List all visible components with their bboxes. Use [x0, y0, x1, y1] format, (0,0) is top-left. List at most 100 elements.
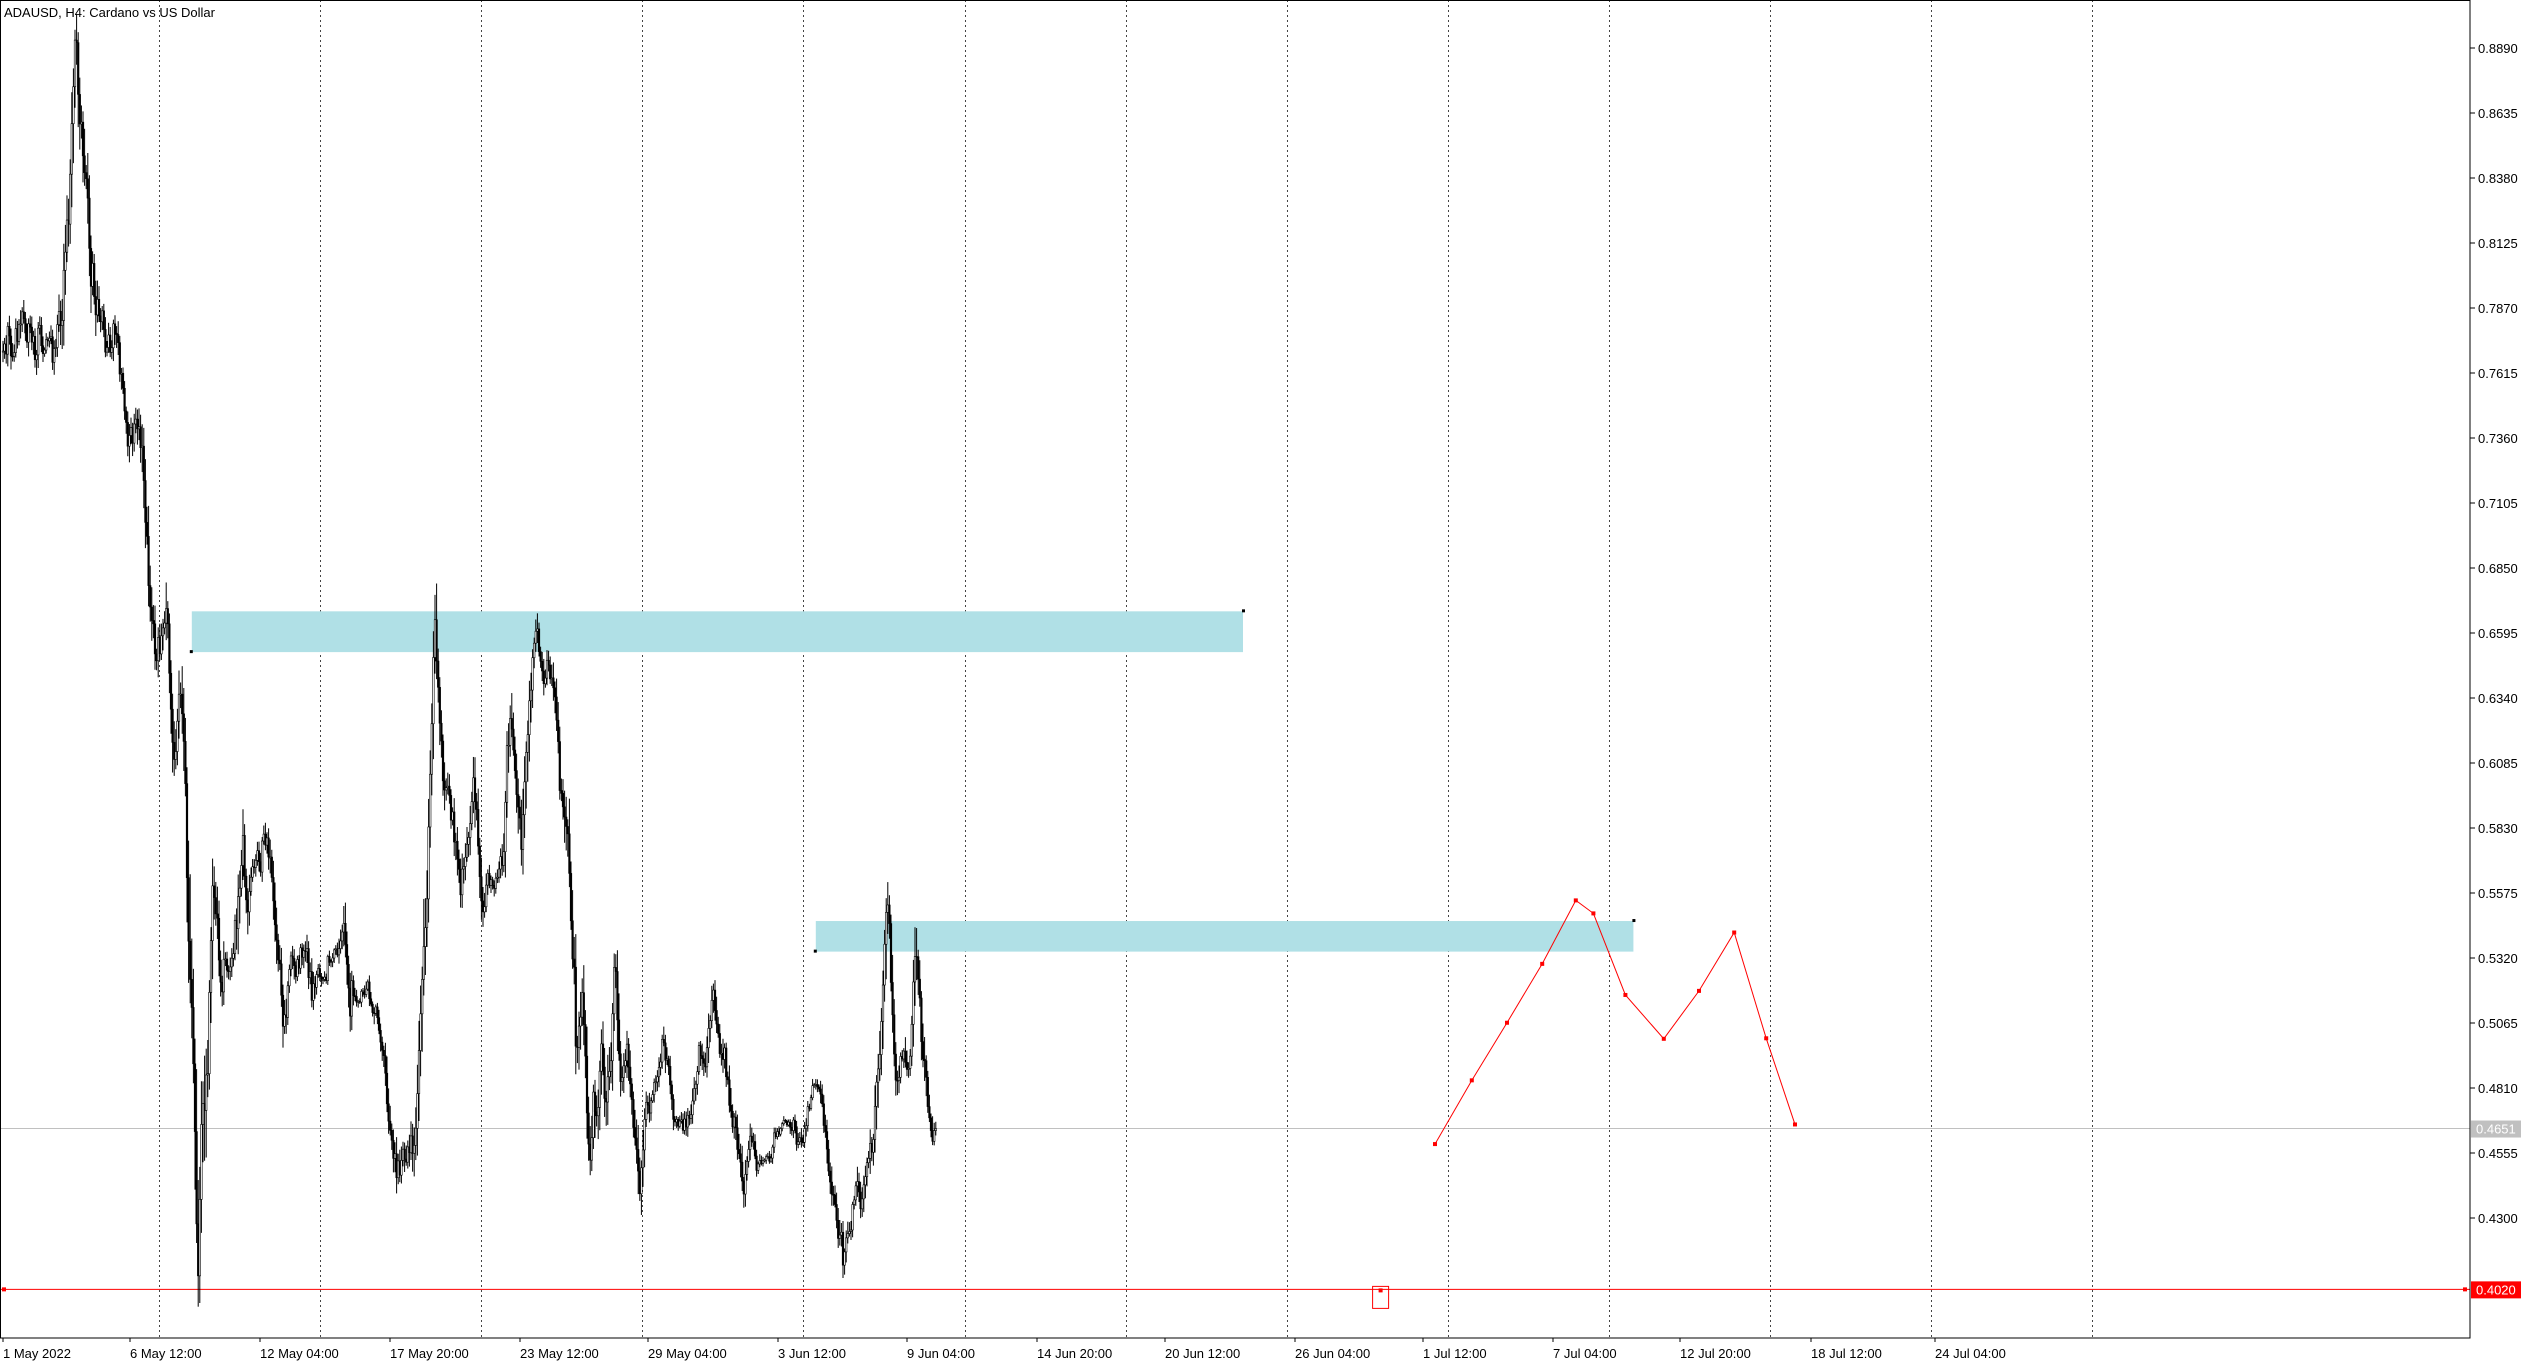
candle-bull — [211, 885, 214, 941]
candle-bear — [219, 959, 222, 983]
candle-bull — [238, 887, 241, 897]
candle-bear — [539, 651, 542, 662]
candle-bear — [368, 981, 371, 1000]
candle-bull — [686, 1114, 689, 1128]
candle-bull — [544, 677, 547, 685]
candle-bull — [45, 339, 48, 351]
candle-bull — [201, 1103, 205, 1125]
candle-bull — [696, 1071, 699, 1085]
candle-bull — [413, 1145, 416, 1154]
candle-bear — [78, 94, 81, 125]
candle-bull — [417, 1050, 421, 1094]
candle-bull — [526, 734, 529, 753]
candle-bear — [102, 310, 105, 330]
candle-bull — [128, 435, 131, 447]
candle-bull — [848, 1231, 851, 1234]
candle-bull — [809, 1097, 813, 1109]
candle-bear — [187, 877, 190, 942]
candle-bear — [481, 900, 485, 913]
price-axis: 0.8890 0.8635 0.8380 0.8125 0.7870 0.7615 0.73… — [2470, 41, 2518, 1226]
candle-bear — [371, 1003, 374, 1013]
low-marker-box — [1372, 1285, 1390, 1309]
candle-bull — [709, 1020, 712, 1029]
zigzag-point — [1661, 1036, 1666, 1041]
candle-bear — [217, 917, 221, 961]
candle-bear — [411, 1135, 414, 1154]
candle-bear — [144, 480, 147, 523]
y-tick-label: 0.6850 — [2478, 561, 2518, 576]
candle-bear — [438, 686, 441, 724]
candle-bear — [280, 963, 283, 996]
candle-bear — [59, 311, 62, 326]
candle-bear — [830, 1181, 833, 1195]
candle-bear — [277, 939, 280, 961]
candle-bull — [53, 348, 56, 363]
zigzag-point — [1793, 1122, 1797, 1127]
candle-bull — [445, 787, 448, 791]
candle-bear — [614, 967, 617, 972]
y-tick-label: 0.8125 — [2478, 236, 2518, 251]
candle-bear — [147, 536, 150, 586]
candle-bull — [624, 1060, 627, 1067]
support-line-badge — [2471, 1281, 2521, 1299]
candle-bear — [270, 856, 273, 878]
candle-bear — [816, 1084, 819, 1088]
candle-bear — [573, 958, 576, 968]
y-tick-label: 0.7870 — [2478, 301, 2518, 316]
candle-bear — [560, 790, 563, 794]
candle-bear — [817, 1086, 821, 1090]
candle-bear — [553, 687, 557, 698]
candle-bear — [352, 980, 355, 997]
candle-bear — [891, 982, 894, 1016]
candle-bull — [933, 1130, 936, 1142]
candle-bear — [152, 620, 155, 625]
candle-bear — [181, 693, 184, 715]
candle-bear — [390, 1130, 393, 1141]
candle-bull — [64, 251, 67, 271]
candle-bear — [478, 845, 481, 877]
plot-border — [0, 0, 2471, 1339]
candle-bear — [118, 342, 121, 375]
candle-bull — [843, 1251, 846, 1266]
zigzag-point — [1505, 1020, 1509, 1025]
candle-bear — [273, 900, 277, 926]
candle-bear — [257, 850, 261, 862]
candle-bull — [160, 635, 163, 655]
candle-bear — [381, 1041, 384, 1051]
candle-bull — [875, 1081, 878, 1107]
candle-bull — [865, 1162, 869, 1178]
candle-bear — [449, 795, 453, 821]
x-tick-label: 20 Jun 12:00 — [1165, 1346, 1240, 1361]
candle-bull — [177, 693, 181, 722]
candle-bull — [61, 320, 64, 326]
zigzag-layer — [1372, 898, 1797, 1309]
candle-bear — [382, 1049, 385, 1056]
candle-bull — [222, 958, 225, 993]
candle-bull — [678, 1120, 681, 1127]
candle-bull — [237, 896, 240, 929]
candle-bear — [123, 387, 126, 412]
candle-bear — [448, 785, 451, 796]
candle-bull — [424, 927, 427, 947]
candle-bull — [406, 1146, 409, 1163]
candle-bull — [1, 350, 5, 353]
candle-bear — [214, 897, 217, 915]
candle-bull — [691, 1100, 694, 1116]
candle-bear — [841, 1231, 845, 1266]
candle-bear — [126, 422, 129, 447]
candle-bull — [609, 1060, 613, 1072]
candle-bear — [475, 801, 478, 810]
candle-bear — [739, 1153, 742, 1163]
candle-bear — [819, 1088, 822, 1095]
candle-bear — [171, 708, 174, 743]
candle-bull — [333, 949, 336, 959]
candle-bear — [75, 39, 78, 43]
candle-bear — [574, 966, 577, 1047]
candle-bull — [112, 323, 115, 349]
candle-bull — [606, 1076, 609, 1103]
candle-bull — [643, 1119, 646, 1151]
candle-bear — [88, 197, 91, 249]
candle-bull — [283, 1014, 286, 1027]
candle-bull — [622, 1065, 625, 1078]
candle-bull — [507, 745, 510, 747]
